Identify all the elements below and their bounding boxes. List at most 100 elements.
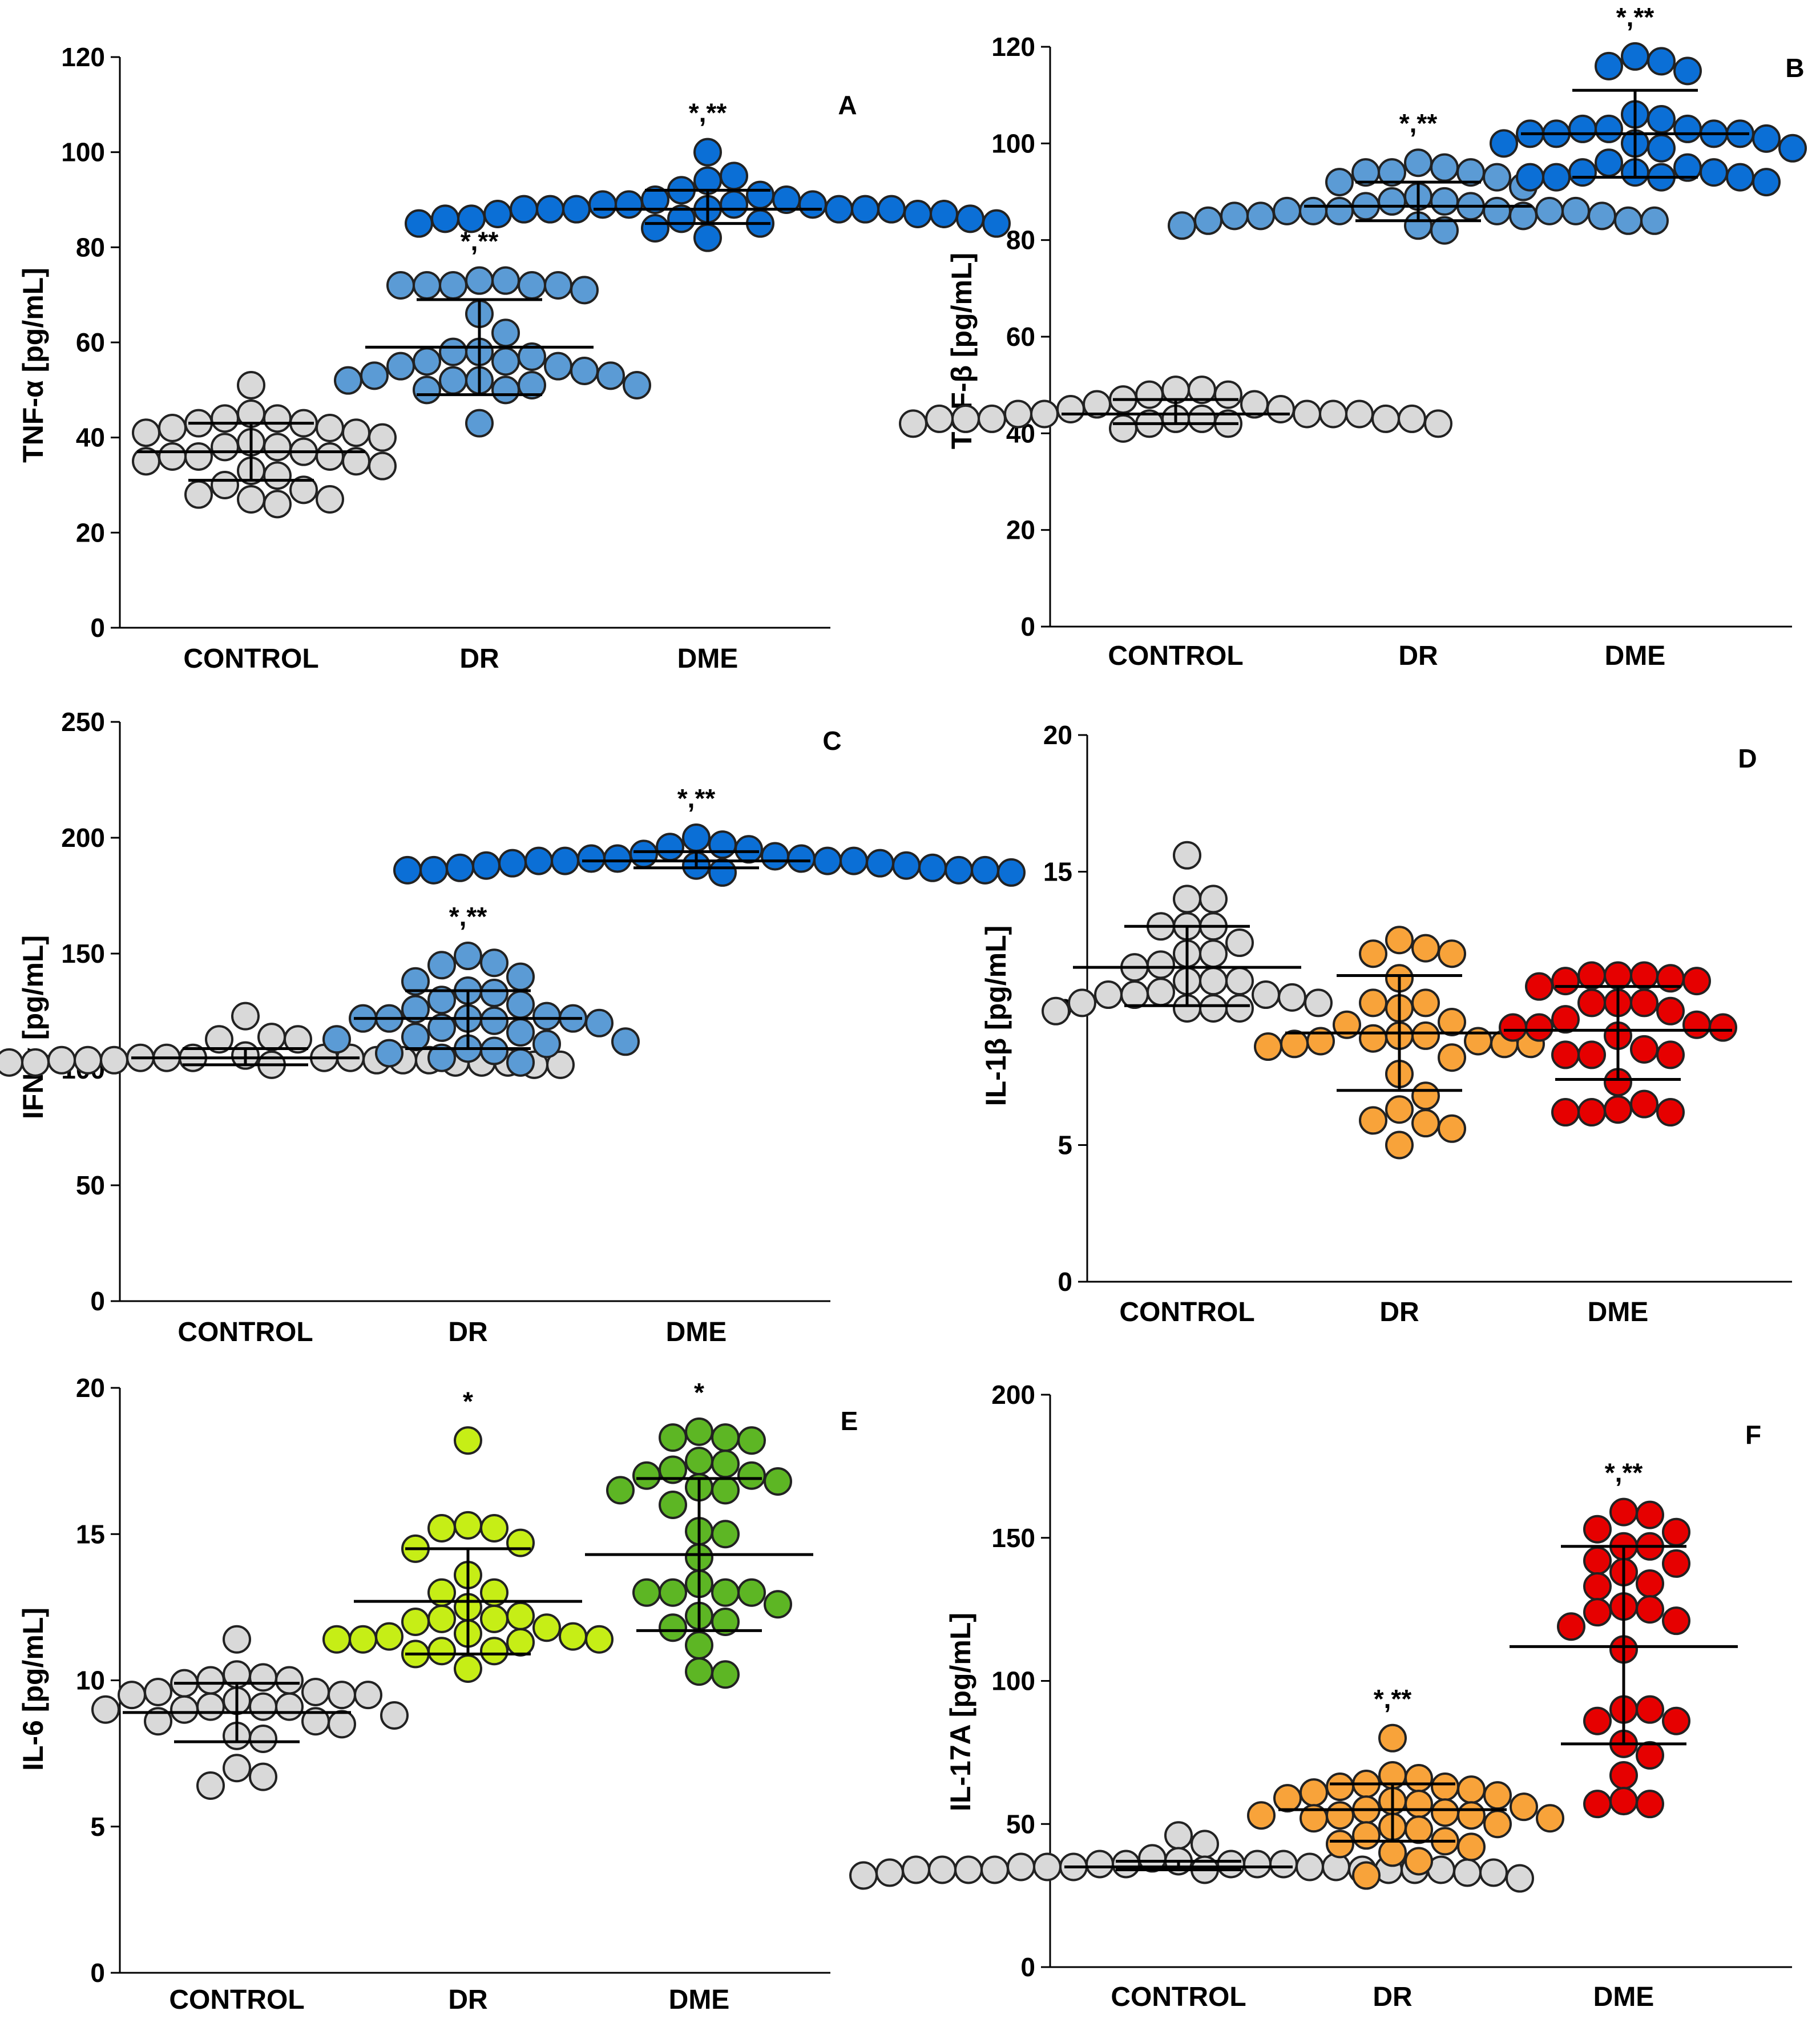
data-point (606, 1476, 635, 1505)
data-point (570, 357, 599, 385)
y-tick-label: 120 (991, 32, 1035, 62)
data-point (1568, 114, 1597, 143)
data-point (1333, 1010, 1361, 1039)
data-point (532, 1002, 561, 1031)
series-dr: * (322, 1386, 614, 1683)
data-point (659, 1578, 687, 1607)
y-tick-label: 80 (1006, 225, 1035, 255)
data-point (611, 1027, 640, 1056)
data-point (465, 409, 494, 438)
data-point (1273, 196, 1301, 225)
data-point (480, 979, 509, 1008)
data-point (1568, 158, 1597, 187)
data-point (659, 1423, 687, 1452)
data-point (1621, 42, 1649, 71)
y-axis-title: TNF-α [pg/mL] (17, 268, 49, 463)
data-point (360, 361, 389, 390)
data-point (1509, 201, 1537, 231)
data-point (249, 1663, 277, 1692)
data-point (928, 1855, 957, 1884)
data-point (1225, 994, 1254, 1023)
data-point (1280, 1029, 1309, 1059)
data-point (184, 480, 213, 509)
data-point (735, 835, 763, 864)
data-point (263, 461, 292, 490)
data-point (1199, 939, 1228, 968)
data-point (439, 271, 467, 300)
significance-label: *,** (1616, 2, 1654, 32)
x-category-label: DR (1379, 1297, 1419, 1327)
data-point (577, 844, 606, 873)
data-point (1499, 1013, 1527, 1042)
series-dr: *,** (1168, 108, 1669, 245)
data-point (205, 1025, 233, 1054)
data-point (170, 1695, 199, 1724)
significance-label: *,** (449, 902, 487, 931)
data-point (659, 1455, 687, 1484)
data-point (1682, 967, 1711, 996)
data-point (1359, 1106, 1387, 1135)
data-point (1326, 1772, 1354, 1802)
data-point (544, 352, 572, 381)
data-point (1431, 1798, 1459, 1827)
data-point (413, 375, 441, 405)
data-point (596, 361, 625, 390)
data-point (1299, 196, 1327, 225)
data-point (1609, 1787, 1638, 1816)
data-point (1266, 395, 1295, 423)
data-point (1319, 399, 1347, 429)
data-point (570, 276, 599, 305)
data-point (1583, 1572, 1612, 1601)
data-point (334, 366, 362, 395)
data-point (632, 1461, 661, 1490)
data-point (956, 204, 984, 233)
data-point (1438, 939, 1466, 968)
panel-letter: E (841, 1406, 858, 1436)
data-point (480, 1036, 509, 1065)
data-point (1405, 1790, 1433, 1819)
data-point (1325, 168, 1354, 197)
data-point (118, 1681, 146, 1710)
data-point (506, 1018, 535, 1047)
data-point (632, 1578, 661, 1607)
data-point (465, 266, 494, 295)
data-point (91, 1695, 120, 1724)
y-tick-label: 20 (1006, 515, 1035, 545)
data-point (798, 190, 827, 219)
data-point (764, 1590, 792, 1619)
data-point (401, 967, 430, 996)
data-point (386, 352, 415, 381)
x-category-label: DME (666, 1317, 727, 1347)
data-point (892, 851, 921, 880)
y-tick-label: 200 (61, 823, 105, 853)
data-point (1588, 201, 1616, 231)
data-point (903, 200, 932, 228)
y-tick-label: 0 (1058, 1267, 1072, 1297)
data-point (1752, 168, 1781, 197)
data-point (1030, 399, 1059, 429)
data-point (1551, 1040, 1580, 1069)
data-point (711, 1660, 740, 1689)
data-point (629, 839, 658, 869)
data-point (849, 1861, 878, 1890)
data-point (1595, 148, 1623, 177)
data-point (427, 1514, 456, 1543)
data-point (1120, 980, 1149, 1010)
data-point (316, 442, 344, 471)
data-point (1636, 1790, 1664, 1819)
x-category-label: CONTROL (169, 1985, 304, 2015)
data-point (211, 433, 239, 462)
y-tick-label: 60 (1006, 322, 1035, 352)
data-point (1378, 1838, 1407, 1867)
data-point (328, 1681, 356, 1710)
data-point (263, 433, 292, 462)
data-point (1068, 988, 1096, 1018)
series-dr (1254, 926, 1545, 1160)
data-point (100, 1045, 128, 1075)
data-point (682, 823, 711, 852)
data-point (393, 855, 422, 885)
data-point (1483, 1781, 1512, 1810)
data-point (1199, 885, 1228, 914)
y-tick-label: 0 (90, 1958, 105, 1988)
series-dme (1499, 961, 1737, 1127)
